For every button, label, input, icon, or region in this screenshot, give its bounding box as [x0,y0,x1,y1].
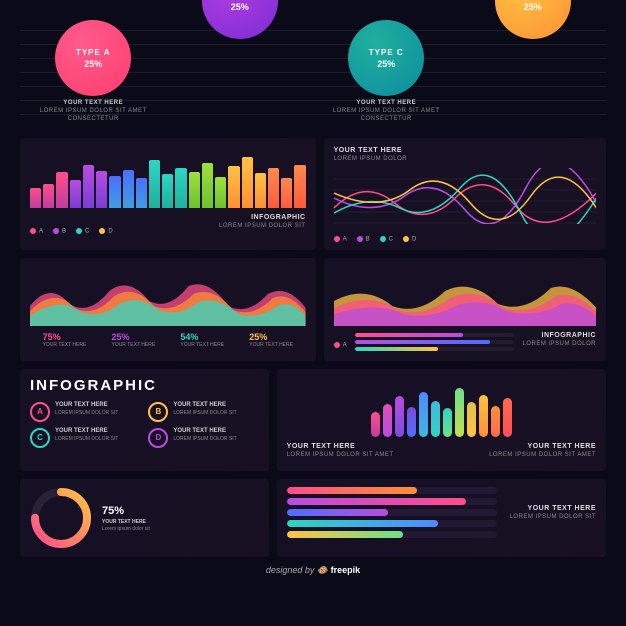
minibar [355,333,515,337]
vbar [395,396,404,437]
legend-item: D [403,236,416,243]
vbar [503,398,512,436]
bar-tagsub: Lorem ipsum dolor sit [219,223,306,229]
hbar [287,531,498,538]
curve-panel: YOUR TEXT HERE Lorem ipsum dolor A B C D [324,138,606,250]
legend-item: A [30,228,43,235]
legend-item: A [334,236,347,243]
vbar [479,395,488,437]
pct-item: 25%YOUR TEXT HERE [111,332,155,348]
bar [281,178,292,208]
bar [149,160,160,208]
area-tag: INFOGRAPHIC [542,332,597,339]
bar [189,172,200,208]
vbars-sub: Lorem ipsum dolor sit amet [287,452,394,458]
bar [43,184,54,208]
area-left-panel: 75%YOUR TEXT HERE 25%YOUR TEXT HERE 54%YOU… [20,258,316,361]
hbars-head: YOUR TEXT HERE [528,505,596,512]
timeline-circles: TYPE A25%YOUR TEXT HERELorem ipsum dolor… [20,18,606,128]
area-tagsub: Lorem ipsum dolor [522,341,596,347]
vbar [419,392,428,437]
bar [83,165,94,208]
timeline-item: TYPE C25%YOUR TEXT HERELorem ipsum dolor… [321,18,451,123]
area-right-panel: A INFOGRAPHIC Lorem ipsum dolor [324,258,606,361]
hbar [287,487,498,494]
curve-sub: Lorem ipsum dolor [334,156,408,162]
legend-item: B [357,236,370,243]
vbar [467,402,476,437]
bar [175,168,186,208]
footer-credit: designed by 🐵 freepik [20,565,606,576]
hbars-sub: Lorem ipsum dolor sit [509,514,596,520]
bar [215,177,226,208]
vbar [443,408,452,437]
bar [294,165,305,208]
pct-item: 54%YOUR TEXT HERE [180,332,224,348]
bar [136,178,147,208]
legend-item: C [76,228,89,235]
vbars-panel: YOUR TEXT HERE Lorem ipsum dolor sit amet… [277,369,606,472]
radial-sub: Lorem ipsum dolor sit [102,526,150,533]
bar [70,180,81,208]
vbar [455,388,464,437]
option-item: CYOUR TEXT HERELorem ipsum dolor sit [30,428,140,448]
curve-head: YOUR TEXT HERE [334,147,402,154]
bar [162,174,173,208]
legend-item: C [380,236,393,243]
hbar [287,498,498,505]
timeline-item: YOUR TEXT HERELorem ipsum dolor sit amet… [468,18,598,123]
bar [30,188,41,208]
radial-head: YOUR TEXT HERE [102,519,150,526]
legend-item: A [334,342,347,349]
legend-item: B [53,228,66,235]
infographic-title: INFOGRAPHIC [30,377,259,394]
bar [268,168,279,208]
bar-tag: INFOGRAPHIC [251,214,306,221]
radial-panel: 75% YOUR TEXT HERE Lorem ipsum dolor sit [20,479,269,557]
pct-item: 75%YOUR TEXT HERE [43,332,87,348]
hbars-panel: YOUR TEXT HERE Lorem ipsum dolor sit [277,479,606,557]
bar [96,171,107,208]
bar [109,176,120,208]
radial-pct: 75% [102,504,150,519]
bar-chart-panel: A B C D INFOGRAPHIC Lorem ipsum dolor sit [20,138,316,250]
bar [228,166,239,208]
vbar [407,407,416,437]
legend-item: D [99,228,112,235]
option-item: AYOUR TEXT HERELorem ipsum dolor sit [30,402,140,422]
pct-item: 25%YOUR TEXT HERE [249,332,293,348]
vbar [431,401,440,437]
minibar [355,347,515,351]
bar [56,172,67,208]
vbar [371,412,380,437]
timeline-item: YOUR TEXT HERELorem ipsum dolor sit amet… [175,18,305,123]
vbars-head: YOUR TEXT HERE [287,443,355,450]
infographic-panel: INFOGRAPHIC AYOUR TEXT HERELorem ipsum d… [20,369,269,472]
timeline-item: TYPE A25%YOUR TEXT HERELorem ipsum dolor… [28,18,158,123]
bar [242,157,253,208]
bar [123,170,134,208]
bar [202,163,213,208]
bar [255,173,266,208]
minibar [355,340,515,344]
vbar [383,404,392,437]
option-item: DYOUR TEXT HERELorem ipsum dolor sit [148,428,258,448]
hbar [287,520,498,527]
option-item: BYOUR TEXT HERELorem ipsum dolor sit [148,402,258,422]
vbar [491,406,500,437]
hbar [287,509,498,516]
